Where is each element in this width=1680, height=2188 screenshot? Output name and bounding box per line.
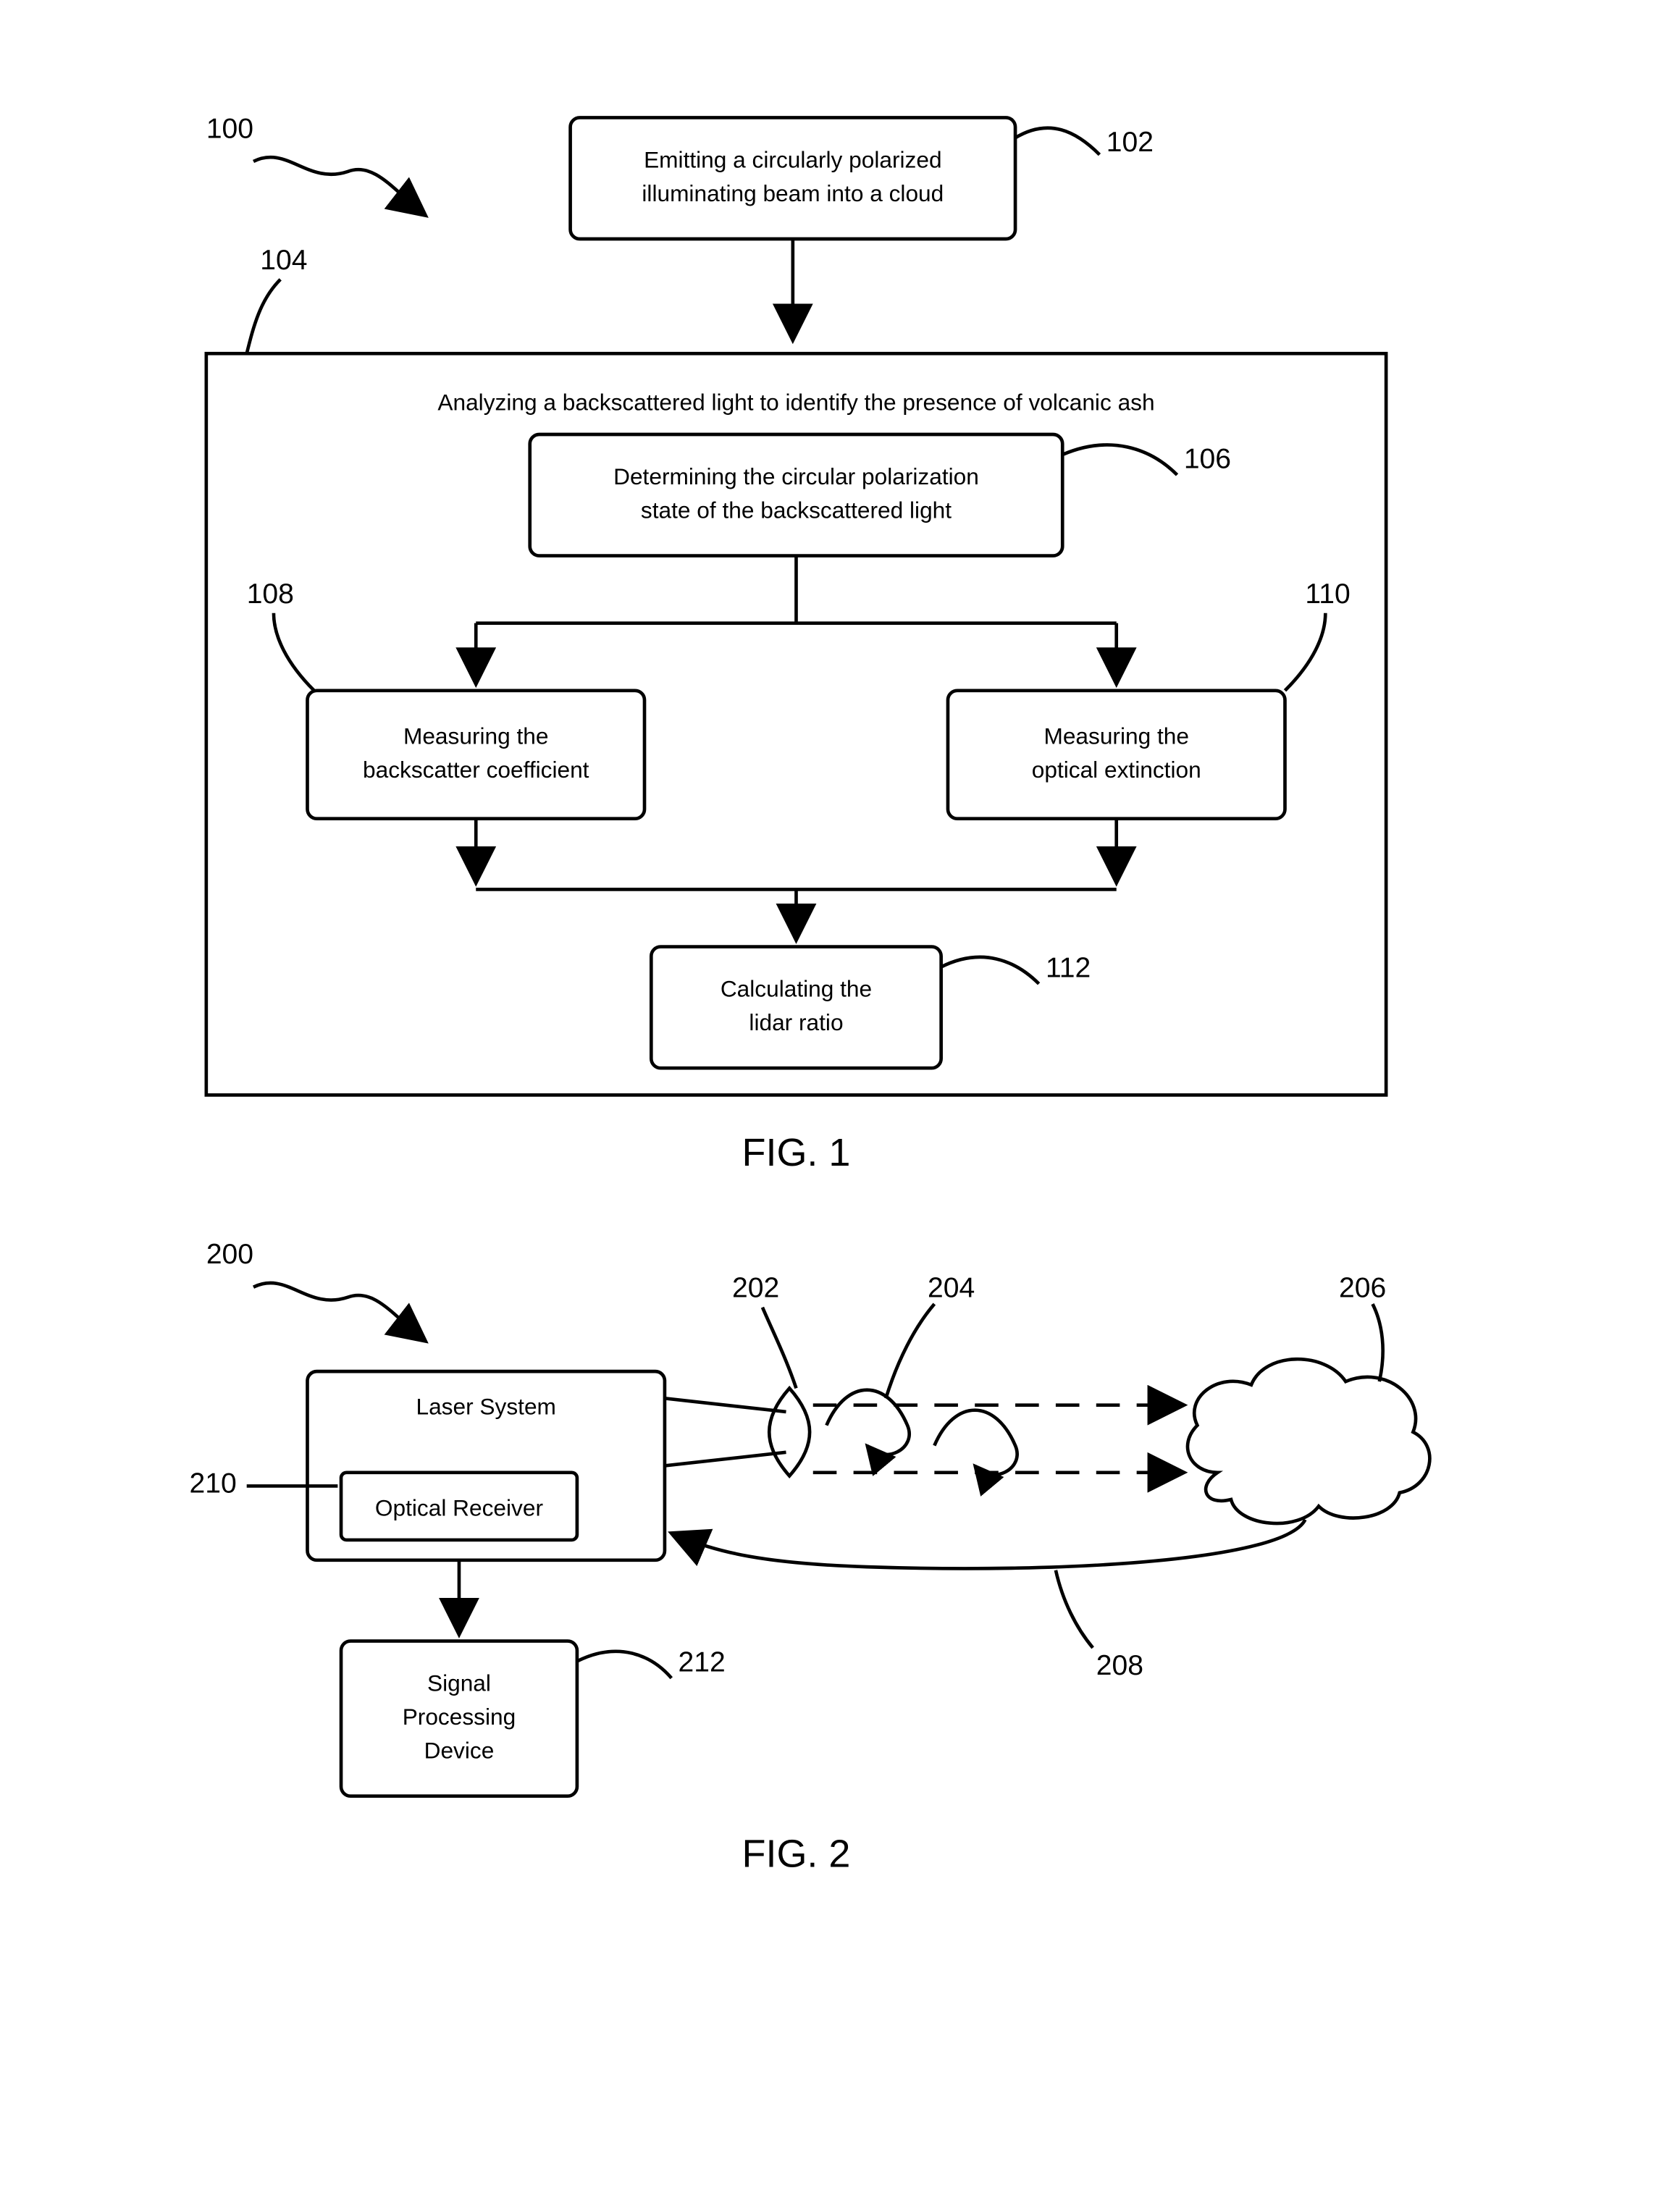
label-102: 102 <box>1106 127 1154 158</box>
label-112: 112 <box>1046 952 1091 983</box>
emit-top <box>665 1398 786 1412</box>
leader-208 <box>1056 1570 1093 1648</box>
fig2-caption: FIG. 2 <box>742 1832 850 1875</box>
sigproc-line3: Device <box>424 1738 495 1764</box>
leader-110 <box>1285 613 1325 691</box>
box-112 <box>651 947 941 1069</box>
leader-108 <box>274 613 314 691</box>
label-204: 204 <box>928 1273 975 1304</box>
sigproc-line1: Signal <box>427 1670 491 1696</box>
box-106-line1: Determining the circular polarization <box>613 463 979 489</box>
squiggle-200 <box>253 1283 425 1341</box>
label-210: 210 <box>190 1468 237 1499</box>
cloud-206 <box>1188 1359 1429 1523</box>
receiver-label: Optical Receiver <box>375 1494 544 1520</box>
leader-106 <box>1062 445 1177 474</box>
box-110-line1: Measuring the <box>1043 723 1189 749</box>
label-202: 202 <box>732 1273 779 1304</box>
sigproc-line2: Processing <box>403 1704 516 1730</box>
fig2-group: 200 Laser System Optical Receiver 210 Si… <box>190 1239 1430 1875</box>
leader-212 <box>577 1651 671 1678</box>
label-106: 106 <box>1184 444 1231 475</box>
label-104: 104 <box>260 245 307 276</box>
box-110 <box>948 691 1285 819</box>
laser-label: Laser System <box>416 1394 555 1420</box>
box-110-line2: optical extinction <box>1032 757 1201 783</box>
label-212: 212 <box>679 1646 726 1678</box>
label-206: 206 <box>1339 1273 1386 1304</box>
fig1-group: 100 Emitting a circularly polarized illu… <box>206 113 1386 1174</box>
box-112-line1: Calculating the <box>721 975 872 1001</box>
diagram-canvas: 100 Emitting a circularly polarized illu… <box>58 43 1622 2081</box>
leader-206 <box>1373 1304 1383 1381</box>
emit-bot <box>665 1452 786 1466</box>
leader-112 <box>941 957 1039 984</box>
box-102 <box>571 117 1015 239</box>
lens-202 <box>769 1388 810 1476</box>
label-100: 100 <box>206 113 253 144</box>
box-104-header: Analyzing a backscattered light to ident… <box>437 389 1154 415</box>
box-106-line2: state of the backscattered light <box>641 497 952 523</box>
box-102-line1: Emitting a circularly polarized <box>644 146 941 172</box>
label-110: 110 <box>1305 578 1350 610</box>
label-108: 108 <box>247 578 294 610</box>
box-108-line1: Measuring the <box>403 723 549 749</box>
return-208 <box>671 1520 1305 1568</box>
box-102-line2: illuminating beam into a cloud <box>642 180 944 206</box>
box-106 <box>530 434 1063 556</box>
leader-202 <box>763 1308 797 1389</box>
label-200: 200 <box>206 1239 253 1270</box>
squiggle-100 <box>253 157 425 215</box>
spiral-1 <box>826 1390 909 1455</box>
leader-204 <box>886 1304 934 1398</box>
leader-104 <box>247 279 281 353</box>
fig1-caption: FIG. 1 <box>742 1131 850 1174</box>
box-108-line2: backscatter coefficient <box>363 757 589 783</box>
box-108 <box>307 691 644 819</box>
box-112-line2: lidar ratio <box>749 1009 843 1035</box>
leader-102 <box>1015 128 1099 155</box>
spiral-2 <box>934 1410 1017 1475</box>
label-208: 208 <box>1096 1650 1143 1681</box>
